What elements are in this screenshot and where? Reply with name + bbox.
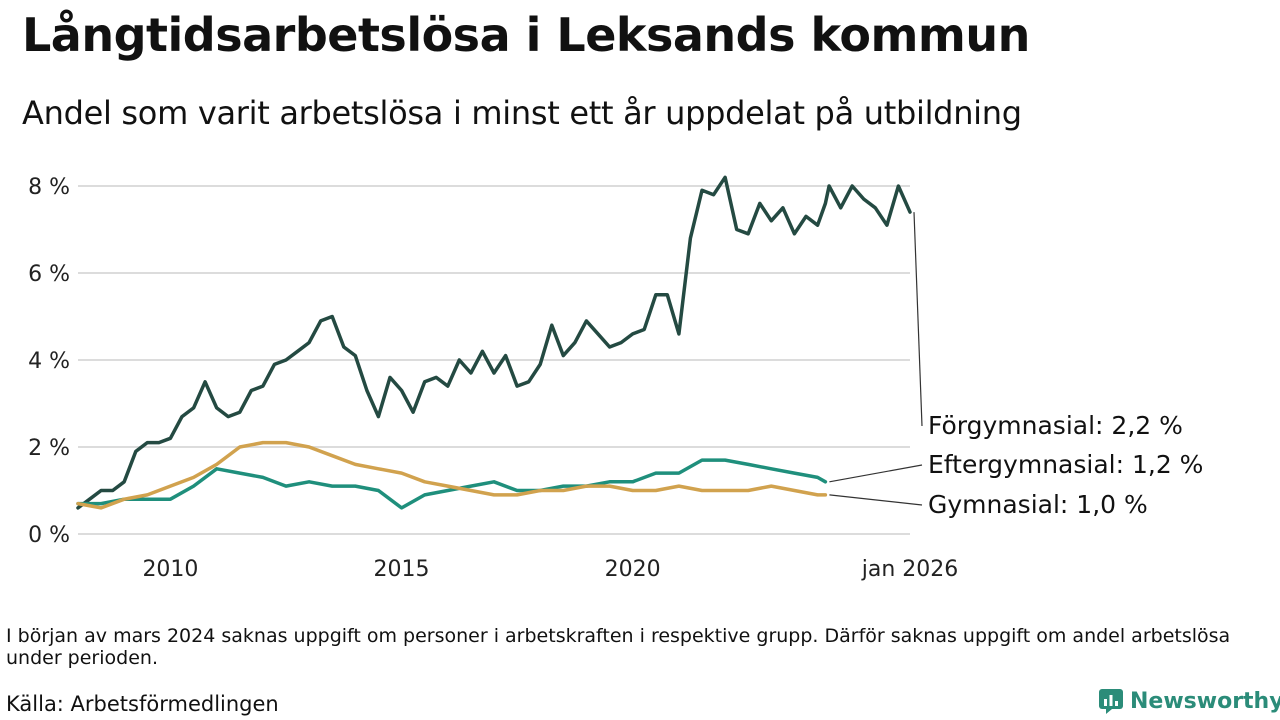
series-line-forgymnasial (76, 175, 912, 510)
end-label-leader-gymnasial (829, 494, 923, 506)
series-line-gymnasial (76, 440, 828, 510)
y-tick-label: 4 % (28, 349, 70, 374)
end-label-leader-forgymnasial (913, 212, 923, 427)
x-tick-label: 2015 (374, 557, 430, 582)
gridlines (78, 185, 910, 535)
footnote: I början av mars 2024 saknas uppgift om … (6, 625, 1231, 669)
source-text: Källa: Arbetsförmedlingen (6, 692, 279, 716)
brand-name: Newsworthy (1130, 688, 1280, 714)
x-tick-label: 2010 (142, 557, 198, 582)
end-label-forgymnasial: Förgymnasial: 2,2 % (928, 411, 1183, 440)
end-label-gymnasial: Gymnasial: 1,0 % (928, 490, 1148, 519)
x-axis-ticks: 2010 2015 2020 jan 2026 (142, 557, 958, 582)
end-label-eftergymnasial: Eftergymnasial: 1,2 % (928, 450, 1203, 479)
line-chart: 0 % 2 % 4 % 6 % 8 % 2010 2015 2020 jan 2026 För… (28, 175, 1203, 582)
end-labels: Förgymnasial: 2,2 % Eftergymnasial: 1,2 %… (829, 212, 1203, 519)
chart-subtitle: Andel som varit arbetslösa i minst ett å… (22, 94, 1022, 132)
brand-logo[interactable]: Newsworthy (1098, 688, 1280, 714)
series-lines (76, 175, 912, 510)
y-tick-label: 6 % (28, 262, 70, 287)
x-tick-label: jan 2026 (861, 557, 959, 582)
y-tick-label: 8 % (28, 175, 70, 200)
y-tick-label: 2 % (28, 436, 70, 461)
series-line-eftergymnasial (76, 458, 828, 510)
y-tick-label: 0 % (28, 523, 70, 548)
newsworthy-icon (1099, 689, 1123, 714)
x-tick-label: 2020 (605, 557, 661, 582)
chart-title: Långtidsarbetslösa i Leksands kommun (22, 8, 1030, 62)
end-label-leader-eftergymnasial (829, 464, 923, 483)
y-axis-ticks: 0 % 2 % 4 % 6 % 8 % (28, 175, 70, 548)
